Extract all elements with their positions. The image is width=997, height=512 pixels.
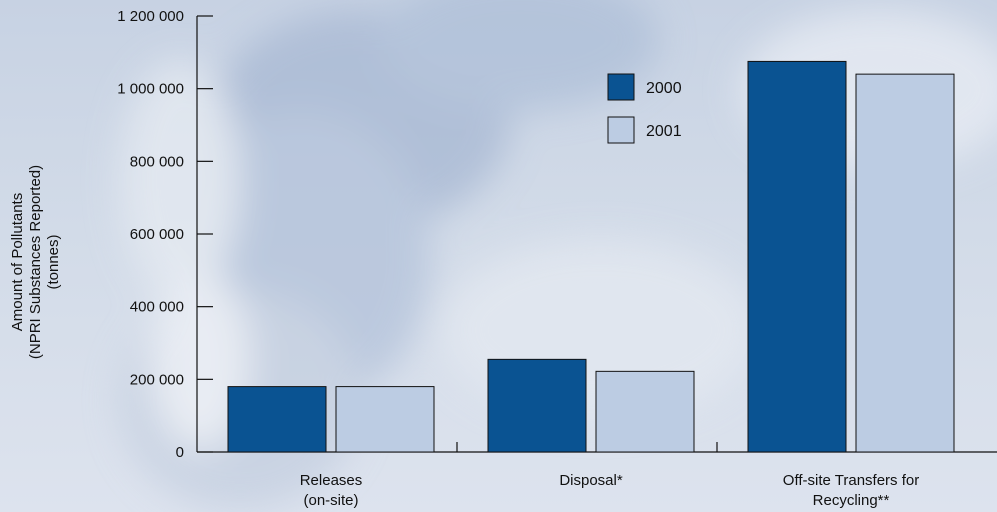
- y-tick-labels: 0 200 000 400 000 600 000 800 000 1 000 000 1 …: [117, 8, 184, 461]
- y-tick-label: 1 200 000: [117, 8, 184, 25]
- bar-2001-0: [335, 386, 435, 453]
- x-category-label: Releases: [300, 472, 363, 489]
- bar-2000-0: [227, 386, 327, 453]
- legend-swatch-2000: [607, 73, 635, 101]
- legend: 2000 2001: [607, 73, 682, 144]
- x-category-label: Off-site Transfers for: [783, 472, 919, 489]
- x-category-labels: Releases (on-site) Disposal* Off-site Trans…: [300, 472, 919, 509]
- legend-label-2001: 2001: [646, 123, 682, 140]
- y-axis-label: Amount of Pollutants (NPRI Substances Re…: [9, 165, 62, 359]
- y-axis-label-line-3: (tonnes): [45, 234, 62, 289]
- y-axis-label-line-1: Amount of Pollutants: [9, 193, 26, 331]
- x-category-label: Recycling**: [813, 492, 890, 509]
- y-tick-label: 0: [176, 444, 184, 461]
- bar-2000-2: [747, 60, 847, 453]
- y-tick-label: 1 000 000: [117, 81, 184, 98]
- y-tick-label: 800 000: [130, 153, 184, 170]
- legend-swatch-2001: [607, 116, 635, 144]
- bars: [227, 60, 955, 453]
- bar-2001-1: [595, 370, 695, 453]
- y-tick-label: 200 000: [130, 371, 184, 388]
- x-category-label: (on-site): [303, 492, 358, 509]
- legend-label-2000: 2000: [646, 80, 682, 97]
- y-axis-label-line-2: (NPRI Substances Reported): [27, 165, 44, 359]
- y-tick-label: 600 000: [130, 226, 184, 243]
- bar-2000-1: [487, 358, 587, 453]
- bar-2001-2: [855, 73, 955, 453]
- x-category-label: Disposal*: [559, 472, 623, 489]
- y-tick-label: 400 000: [130, 299, 184, 316]
